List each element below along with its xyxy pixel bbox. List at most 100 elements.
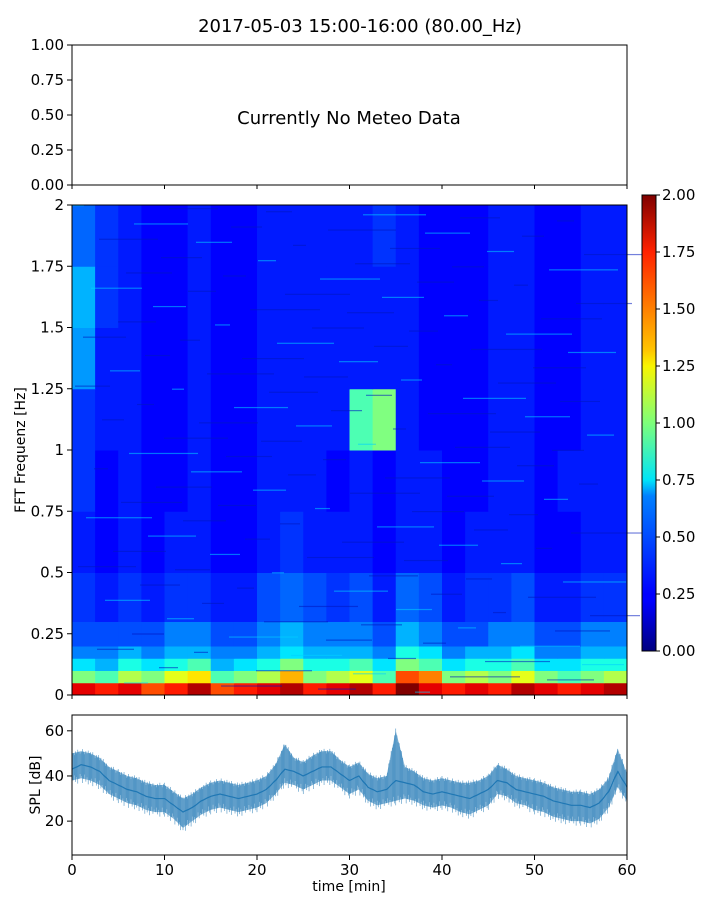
heatmap-cell (187, 682, 212, 696)
spectrogram-streak (320, 278, 380, 280)
spectrogram-streak (401, 379, 422, 381)
heatmap-cell (395, 205, 420, 267)
spectrogram-streak (183, 520, 226, 522)
spectrogram-streak (579, 483, 598, 485)
heatmap-cell (465, 572, 489, 622)
heatmap-cell (257, 511, 281, 573)
heatmap-cell (349, 646, 374, 659)
spectrogram-streak (458, 627, 476, 629)
heatmap-cell (488, 511, 512, 573)
spectrogram-streak (315, 507, 330, 510)
heatmap-cell (557, 670, 582, 684)
spectrogram-streak (161, 257, 202, 259)
spectrogram-streak (417, 281, 454, 283)
heatmap-cell (164, 670, 189, 684)
colorbar-gradient (641, 194, 657, 652)
spectrogram-streak (264, 621, 328, 623)
meteo-y-tick-label: 0.25 (31, 141, 64, 159)
spectrogram-streak (199, 422, 258, 424)
spectrogram-streak (350, 492, 420, 494)
spectrogram-streak (194, 651, 208, 653)
heatmap-cell (395, 621, 420, 647)
spectrogram-streak (560, 400, 600, 403)
heatmap-cell (372, 670, 397, 684)
heatmap-cell (511, 646, 535, 659)
meteo-y-tick-label: 1.00 (31, 36, 64, 54)
colorbar-tick-label: 1.00 (662, 414, 695, 432)
spectrogram-streak (587, 434, 614, 436)
spectrogram-streak (202, 602, 224, 604)
heatmap-cell (280, 670, 304, 684)
spectrogram-streak (126, 272, 172, 274)
heatmap-cell (557, 658, 582, 671)
spectrogram-streak (280, 523, 300, 525)
spectrogram-streak (377, 526, 434, 528)
spectrogram-streak (471, 348, 542, 351)
heatmap-cell (233, 450, 258, 512)
heatmap-cell (118, 682, 142, 696)
heatmap-cell (210, 511, 235, 573)
spectrogram-streak (447, 495, 494, 497)
spectrogram-streak (153, 305, 186, 308)
heatmap-cell (418, 205, 443, 267)
heatmap-cell (210, 682, 235, 696)
meteo-panel: Currently No Meteo Data 0.00 0.25 0.50 0.75… (31, 36, 628, 194)
spectrogram-y-tick-label: 0.25 (31, 625, 64, 643)
spectrogram-streak (180, 339, 200, 341)
spectrogram-streak (229, 636, 298, 638)
heatmap-cell (349, 572, 374, 622)
heatmap-cell (257, 646, 281, 659)
spectrogram-streak (296, 425, 332, 427)
heatmap-cell (118, 621, 142, 647)
heatmap-cell (95, 511, 119, 573)
heatmap-cell (72, 572, 96, 622)
spectrogram-streak (439, 544, 478, 546)
heatmap-cell (395, 646, 420, 659)
spectrogram-streak (293, 244, 306, 246)
spectrogram-streak (485, 660, 550, 663)
heatmap-cell (187, 388, 212, 451)
heatmap-cell (118, 511, 142, 573)
colorbar-tick-label: 0.25 (662, 585, 695, 603)
heatmap-cell (488, 682, 512, 696)
heatmap-cell (303, 450, 327, 512)
heatmap-cell (210, 646, 235, 659)
heatmap-cell (233, 388, 258, 451)
spl-y-tick-label: 60 (45, 722, 64, 740)
spectrogram-streak (385, 477, 450, 479)
spectrogram-streak (509, 514, 538, 516)
heatmap-cell (418, 646, 443, 659)
heatmap-cell (303, 388, 327, 451)
spectrogram-streak (517, 465, 554, 467)
heatmap-cell (442, 266, 466, 328)
heatmap-cell (418, 572, 443, 622)
heatmap-cell (557, 511, 582, 573)
heatmap-cell (257, 658, 281, 671)
spectrogram-streak (498, 382, 556, 384)
heatmap-cell (141, 205, 165, 267)
heatmap-cell (511, 327, 535, 390)
heatmap-cell (603, 670, 628, 684)
heatmap-cell (511, 621, 535, 647)
heatmap-cell (511, 670, 535, 684)
spectrogram-streak (215, 324, 230, 326)
heatmap-cell (141, 682, 165, 696)
heatmap-cell (580, 327, 605, 390)
spectrogram-streak (334, 590, 388, 592)
heatmap-cell (210, 388, 235, 451)
spectrogram-streak (250, 309, 320, 311)
heatmap-cell (95, 658, 119, 671)
spectrogram-streak (145, 354, 170, 357)
colorbar-ticks: 0.00 0.25 0.50 0.75 1.00 1.25 1.50 1.75 2.00 (656, 186, 695, 660)
heatmap-cell (303, 205, 327, 267)
heatmap-cell (442, 682, 466, 696)
spectrogram-streak (164, 437, 228, 439)
heatmap-cell (603, 450, 628, 512)
heatmap-cell (95, 572, 119, 622)
heatmap-cell (257, 670, 281, 684)
heatmap-cell (164, 388, 189, 451)
heatmap-cell (557, 682, 582, 696)
spectrogram-streak (75, 385, 110, 387)
spectrogram-streak (487, 250, 514, 253)
spectrogram-streak (110, 370, 140, 372)
